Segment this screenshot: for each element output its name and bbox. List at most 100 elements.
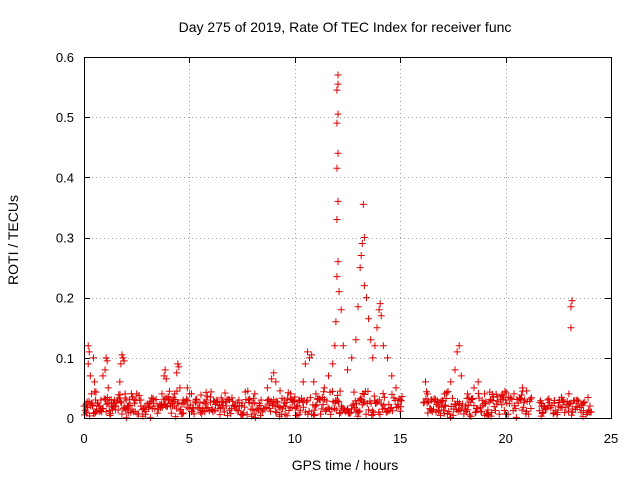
y-tick-label: 0.5	[56, 110, 74, 125]
band-point	[584, 394, 592, 402]
band-point	[391, 396, 399, 404]
data-point	[580, 399, 588, 407]
data-point	[161, 366, 169, 374]
band-point	[469, 395, 477, 403]
data-point	[105, 396, 113, 404]
data-point	[119, 354, 127, 362]
band-point	[274, 398, 282, 406]
data-point	[171, 390, 179, 398]
data-point	[567, 303, 575, 311]
data-point	[369, 354, 377, 362]
band-point	[397, 403, 405, 411]
band-point	[332, 406, 340, 414]
data-point	[263, 384, 271, 392]
band-point	[146, 414, 154, 422]
data-point	[559, 396, 567, 404]
band-point	[114, 406, 122, 414]
band-point	[566, 400, 574, 408]
band-point	[324, 404, 332, 412]
band-point	[564, 407, 572, 415]
data-point	[331, 342, 339, 350]
band-point	[438, 397, 446, 405]
band-point	[444, 388, 452, 396]
band-point	[306, 394, 314, 402]
band-point	[334, 391, 342, 399]
data-point	[379, 342, 387, 350]
y-tick-label: 0.4	[56, 170, 74, 185]
band-point	[398, 392, 406, 400]
band-point	[234, 407, 242, 415]
band-point	[265, 404, 273, 412]
band-point	[165, 387, 173, 395]
data-point	[299, 378, 307, 386]
data-point	[362, 294, 370, 302]
data-point	[183, 384, 191, 392]
band-point	[561, 409, 569, 417]
band-point	[229, 397, 237, 405]
band-point	[313, 401, 321, 409]
data-point	[251, 390, 259, 398]
band-point	[288, 404, 296, 412]
band-point	[549, 410, 557, 418]
data-point	[455, 342, 463, 350]
band-point	[545, 395, 553, 403]
band-point	[220, 408, 228, 416]
band-point	[581, 398, 589, 406]
band-point	[348, 405, 356, 413]
band-point	[177, 405, 185, 413]
data-point	[440, 390, 448, 398]
data-point	[312, 390, 320, 398]
band-point	[105, 407, 113, 415]
data-point	[102, 354, 110, 362]
data-point	[101, 366, 109, 374]
data-point	[320, 384, 328, 392]
data-point	[316, 396, 324, 404]
x-tick-label: 5	[186, 431, 193, 446]
data-point	[360, 234, 368, 241]
band-point	[335, 410, 343, 418]
band-point	[466, 411, 474, 419]
data-point	[99, 372, 107, 380]
data-point	[565, 390, 573, 398]
data-point	[344, 366, 351, 374]
band-point	[100, 395, 108, 403]
data-point	[356, 264, 364, 272]
band-point	[296, 406, 304, 414]
y-axis-label: ROTI / TECUs	[5, 195, 21, 285]
x-tick-label: 25	[604, 431, 618, 446]
band-point	[329, 387, 337, 395]
band-point	[170, 397, 178, 405]
data-point	[213, 396, 221, 404]
band-point	[483, 410, 491, 418]
band-point	[99, 404, 107, 412]
band-point	[433, 400, 441, 408]
data-point	[174, 360, 182, 368]
band-point	[275, 403, 283, 411]
band-point	[142, 408, 150, 416]
y-tick-label: 0.1	[56, 351, 74, 366]
data-point	[179, 396, 187, 404]
band-point	[134, 410, 142, 418]
y-tick-label: 0.6	[56, 50, 74, 65]
band-point	[193, 395, 201, 403]
data-point	[291, 393, 299, 401]
band-point	[203, 392, 211, 400]
band-point	[389, 407, 397, 415]
band-point	[526, 395, 534, 403]
data-point	[396, 396, 404, 404]
data-point	[428, 396, 436, 404]
band-point	[423, 399, 431, 407]
band-point	[517, 391, 525, 399]
data-point	[232, 402, 240, 410]
data-point	[357, 252, 365, 260]
band-point	[322, 407, 330, 415]
band-point	[118, 410, 126, 418]
band-point	[251, 399, 259, 407]
band-point	[103, 400, 111, 408]
band-point	[478, 408, 486, 416]
band-point	[310, 411, 318, 419]
band-point	[107, 410, 115, 418]
x-tick-label: 20	[498, 431, 512, 446]
data-point	[333, 215, 341, 223]
band-point	[380, 393, 388, 401]
